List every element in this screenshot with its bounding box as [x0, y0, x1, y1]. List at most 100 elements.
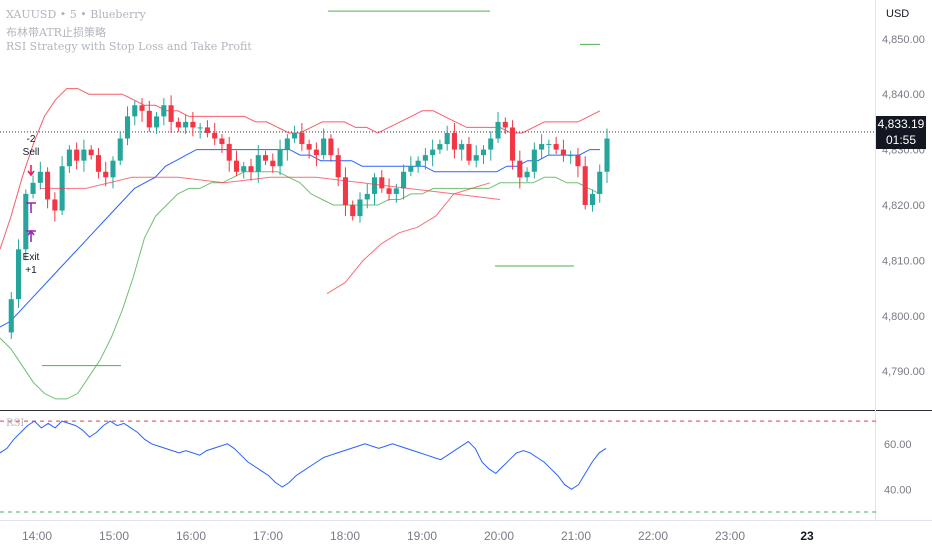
candle-body: [88, 149, 94, 156]
candle-body: [248, 166, 254, 172]
time-tick-label: 21:00: [561, 529, 591, 543]
price-tick-label: 4,820.00: [882, 200, 925, 212]
candle-body: [560, 149, 566, 156]
sell-entry-marker-icon: [26, 202, 36, 213]
candle-body: [589, 193, 596, 205]
candle-body: [103, 171, 109, 178]
time-tick-label: 14:00: [22, 529, 52, 543]
bar-countdown: 01:55: [876, 132, 926, 149]
candle-body: [139, 105, 145, 111]
candle-body: [401, 171, 407, 189]
candle-body: [430, 149, 436, 156]
candle-body: [415, 160, 421, 167]
candle-body: [299, 132, 305, 145]
candle-body: [364, 193, 370, 200]
candle-body: [52, 199, 58, 211]
candle-body: [597, 171, 603, 194]
candle-body: [124, 116, 131, 139]
candle-body: [459, 144, 465, 150]
price-tick-label: 4,840.00: [882, 89, 925, 101]
candle-body: [444, 132, 450, 145]
candle-body: [422, 155, 428, 161]
candle-body: [568, 155, 574, 157]
trailing-stop-line: [326, 182, 491, 295]
exit-signal-label: +1: [25, 265, 37, 276]
candle-body: [270, 160, 276, 167]
exit-arrow-icon: [26, 229, 36, 242]
time-tick-label: 15:00: [99, 529, 129, 543]
candle-body: [190, 121, 196, 128]
candle-body: [241, 166, 247, 172]
exit-signal-label: Exit: [23, 252, 40, 263]
candle-body: [212, 132, 218, 139]
rsi-tick-label: 60.00: [884, 439, 912, 451]
candle-body: [204, 127, 210, 133]
candle-body: [408, 166, 414, 172]
candlestick-series: [8, 95, 610, 340]
candle-body: [437, 144, 443, 150]
stop-loss-line: [40, 176, 501, 200]
candle-body: [66, 149, 72, 167]
candle-body: [154, 116, 160, 128]
candle-body: [168, 105, 174, 122]
candle-body: [183, 121, 189, 128]
candle-body: [393, 188, 399, 194]
candle-body: [371, 177, 378, 194]
candle-body: [197, 127, 203, 129]
candle-body: [386, 188, 392, 194]
candle-body: [110, 160, 116, 178]
time-tick-label: 18:00: [330, 529, 360, 543]
time-axis[interactable]: 14:00 15:00 16:00 17:00 18:00 19:00 20:00 21:00…: [0, 520, 932, 544]
candle-body: [161, 105, 167, 117]
rsi-line: [0, 420, 607, 490]
candle-body: [146, 110, 152, 128]
price-tick-label: 4,790.00: [882, 366, 925, 378]
candle-body: [74, 149, 80, 161]
basis-line: [0, 149, 600, 328]
rsi-tick-label: 40.00: [884, 484, 912, 496]
candle-body: [95, 155, 101, 172]
candle-body: [233, 160, 240, 172]
candle-body: [132, 105, 138, 117]
candle-body: [495, 121, 501, 139]
time-tick-label: 23: [800, 529, 814, 543]
symbol-legend[interactable]: XAUUSD • 5 • Blueberry: [6, 8, 146, 21]
candle-body: [219, 138, 225, 145]
time-tick-label: 22:00: [638, 529, 668, 543]
price-tick-label: 4,810.00: [882, 255, 925, 267]
indicator-legend-rsi-strategy[interactable]: RSI Strategy with Stop Loss and Take Pro…: [6, 40, 252, 53]
candle-body: [255, 155, 261, 172]
candle-body: [321, 138, 327, 156]
candle-body: [553, 144, 559, 150]
candle-body: [30, 182, 36, 194]
price-tick-label: 4,850.00: [882, 34, 925, 46]
currency-label[interactable]: USD: [886, 8, 910, 20]
candle-body: [539, 144, 545, 150]
indicator-legend-bollinger[interactable]: 布林带ATR止损策略: [6, 26, 106, 39]
time-tick-label: 23:00: [715, 529, 745, 543]
rsi-pane-label[interactable]: RSI: [6, 418, 25, 429]
candle-body: [582, 166, 588, 205]
sell-signal-label: Sell: [23, 147, 40, 158]
candle-body: [357, 199, 363, 217]
candle-body: [466, 144, 472, 161]
lower-band-line: [0, 171, 601, 400]
candle-body: [488, 138, 494, 150]
candle-body: [313, 149, 319, 156]
last-price-tag: 4,833.19: [876, 116, 926, 133]
candle-body: [350, 205, 356, 217]
sell-signal-label: -2: [27, 134, 36, 145]
sell-arrow-icon: [27, 165, 35, 177]
candle-body: [328, 138, 334, 156]
candle-body: [277, 149, 283, 167]
candle-body: [524, 171, 530, 178]
time-tick-label: 19:00: [407, 529, 437, 543]
candle-body: [342, 177, 349, 205]
candle-body: [517, 160, 523, 178]
candle-body: [604, 138, 610, 172]
candle-body: [473, 155, 479, 161]
candle-body: [292, 132, 298, 139]
